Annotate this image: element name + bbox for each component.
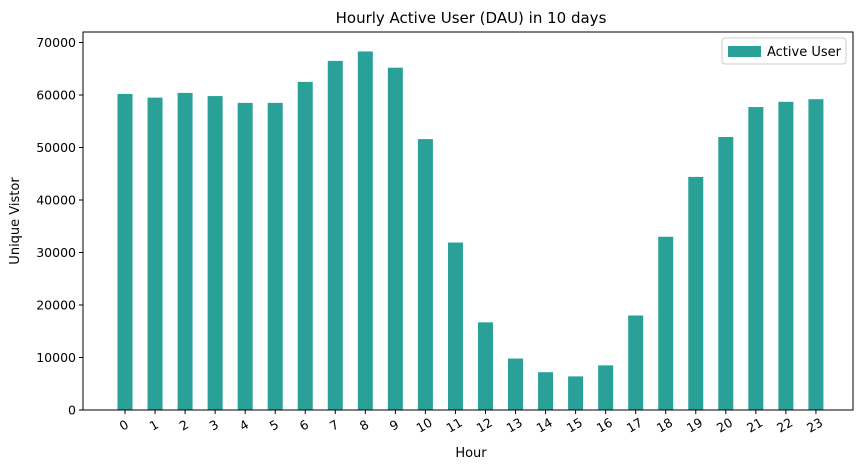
x-tick-label: 18 (654, 415, 675, 436)
bar-hour-8 (357, 51, 373, 411)
y-tick-label: 10000 (36, 350, 76, 365)
bar-hour-2 (177, 92, 193, 411)
bar-hour-4 (237, 102, 253, 411)
bar-hour-3 (207, 96, 223, 411)
x-tick-label: 20 (714, 415, 735, 436)
x-tick-label: 9 (387, 417, 401, 434)
bar-hour-6 (297, 81, 313, 411)
bar-hour-0 (117, 93, 133, 410)
bar-hour-10 (417, 139, 433, 410)
y-axis: 0 10000 20000 30000 40000 50000 60000 70000 (36, 35, 83, 418)
bar-hour-9 (387, 67, 403, 410)
x-tick-label: 21 (744, 415, 765, 436)
x-tick-label: 19 (684, 415, 705, 436)
legend: Active User (721, 37, 847, 65)
bar-hour-20 (718, 137, 734, 410)
x-tick-label: 0 (117, 417, 131, 434)
bar-hour-1 (147, 97, 163, 411)
y-tick-label: 40000 (36, 193, 76, 208)
x-tick-label: 15 (564, 415, 585, 436)
x-tick-label: 5 (267, 417, 281, 434)
y-tick-label: 60000 (36, 88, 76, 103)
x-tick-label: 2 (177, 417, 191, 434)
legend-swatch (728, 46, 761, 57)
bar-hour-18 (658, 236, 674, 410)
y-tick-label: 20000 (36, 298, 76, 313)
x-tick-label: 22 (774, 415, 795, 436)
x-tick-label: 23 (804, 415, 825, 436)
plot-frame (82, 31, 854, 411)
legend-frame (721, 37, 847, 65)
bar-hour-7 (327, 60, 343, 411)
x-tick-label: 12 (474, 415, 495, 436)
bar-hour-16 (598, 365, 614, 411)
x-tick-label: 10 (414, 415, 435, 436)
bar-hour-5 (267, 102, 283, 411)
x-tick-label: 16 (594, 415, 615, 436)
x-tick-label: 11 (444, 415, 465, 436)
bar-hour-15 (568, 376, 584, 410)
y-axis-label: Unique Vistor (8, 177, 23, 265)
chart-title: Hourly Active User (DAU) in 10 days (336, 9, 607, 27)
bar-hour-14 (538, 372, 554, 410)
bar-hour-19 (688, 176, 704, 410)
x-tick-label: 8 (357, 417, 371, 434)
x-axis-label: Hour (455, 446, 487, 461)
x-tick-label: 14 (534, 415, 555, 436)
x-tick-label: 17 (624, 415, 645, 436)
bar-hour-22 (778, 101, 794, 410)
x-tick-label: 1 (147, 417, 161, 434)
x-tick-label: 7 (327, 417, 341, 434)
x-tick-label: 13 (504, 415, 525, 436)
y-tick-label: 70000 (36, 35, 76, 50)
y-tick-label: 30000 (36, 245, 76, 260)
x-tick-label: 6 (297, 417, 311, 434)
bars-group (117, 51, 824, 411)
y-tick-label: 0 (68, 403, 76, 418)
bar-hour-13 (508, 358, 524, 410)
bar-hour-17 (628, 315, 644, 410)
bar-hour-11 (447, 242, 463, 410)
bar-hour-23 (808, 99, 824, 410)
bar-hour-21 (748, 107, 764, 410)
bar-hour-12 (477, 322, 493, 410)
x-tick-label: 4 (237, 417, 251, 434)
x-axis: 0 1 2 3 4 5 6 7 8 9 10 11 12 13 14 15 16 17 18 19 20 21 22 23 (117, 410, 825, 436)
y-tick-label: 50000 (36, 140, 76, 155)
legend-label: Active User (767, 45, 842, 60)
x-tick-label: 3 (207, 417, 221, 434)
